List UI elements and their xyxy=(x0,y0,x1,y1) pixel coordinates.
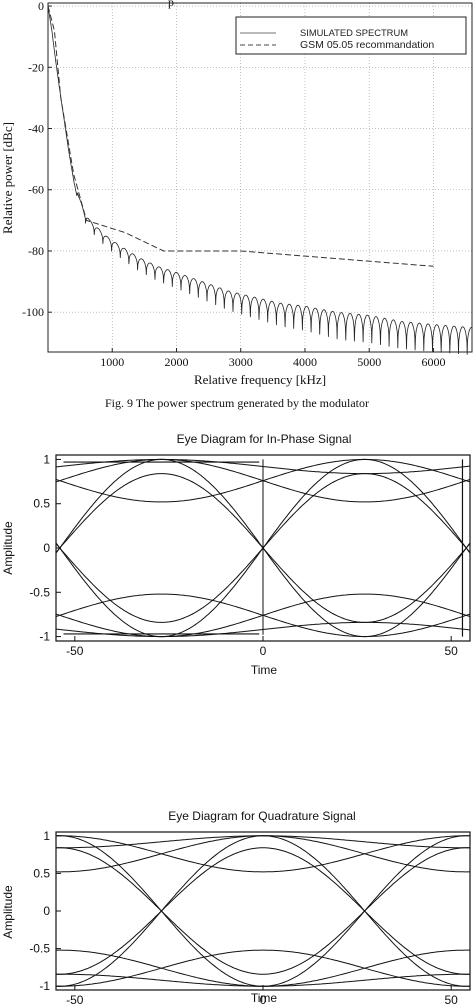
spectrum-x-tick-label: 2000 xyxy=(164,355,188,369)
spectrum-legend: SIMULATED SPECTRUM GSM 05.05 recommandat… xyxy=(235,16,467,55)
inphase-x-tick-label: 0 xyxy=(260,644,267,658)
spectrum-y-tick-label: -20 xyxy=(28,60,44,74)
spectrum-x-axis-label: Relative frequency [kHz] xyxy=(194,372,326,387)
quadrature-eye-trace xyxy=(56,835,470,873)
quadrature-y-tick-label: -0.5 xyxy=(29,942,50,956)
quadrature-x-tick-label: -50 xyxy=(66,993,84,1004)
spectrum-y-tick-label: -80 xyxy=(28,244,44,258)
inphase-y-axis-label: Amplitude xyxy=(1,521,15,575)
spectrum-y-tick-label: -60 xyxy=(28,183,44,197)
spectrum-plot-frame xyxy=(47,2,473,353)
inphase-y-tick-label: -0.5 xyxy=(29,585,50,599)
inphase-y-tick-label: 1 xyxy=(43,452,50,466)
quadrature-y-tick-label: 0.5 xyxy=(33,866,50,880)
spectrum-x-tick-label: 5000 xyxy=(357,355,381,369)
quadrature-y-tick-label: 1 xyxy=(43,829,50,843)
spectrum-x-tick-label: 3000 xyxy=(229,355,253,369)
spectrum-gsm-line xyxy=(47,5,434,267)
quadrature-eye-trace xyxy=(55,949,471,987)
spectrum-y-axis-label: Relative power [dBc] xyxy=(0,122,15,234)
inphase-x-tick-label: -50 xyxy=(66,644,84,658)
quadrature-y-axis-label: Amplitude xyxy=(1,885,15,939)
quadrature-y-tick-label: 0 xyxy=(43,904,50,918)
spectrum-simulated-line xyxy=(47,6,473,355)
quadrature-eye-trace xyxy=(55,835,471,987)
quadrature-eye-trace xyxy=(55,847,471,975)
quadrature-title: Eye Diagram for Quadrature Signal xyxy=(168,809,355,823)
spectrum-grid xyxy=(48,3,472,352)
quadrature-y-ticks: 1 0.5 0 -0.5 -1 xyxy=(29,829,61,993)
spectrum-x-tick-label: 1000 xyxy=(100,355,124,369)
quadrature-eye-trace xyxy=(56,973,470,987)
quadrature-x-ticks: -50 0 50 xyxy=(66,985,458,1004)
inphase-x-tick-label: 50 xyxy=(445,644,459,658)
quadrature-eye-trace xyxy=(55,835,471,873)
spectrum-x-tick-label: 6000 xyxy=(421,355,445,369)
quadrature-plot-frame xyxy=(55,831,471,991)
quadrature-eye-trace xyxy=(55,835,471,987)
quadrature-traces xyxy=(55,835,471,987)
inphase-y-tick-label: -1 xyxy=(39,630,50,644)
spectrum-y-tick-label: 0 xyxy=(38,0,44,13)
quadrature-x-tick-label: 50 xyxy=(445,993,459,1004)
figure-caption: Fig. 9 The power spectrum generated by t… xyxy=(105,396,369,410)
quadrature-x-tick-label: 0 xyxy=(260,993,267,1004)
spectrum-series xyxy=(47,5,473,355)
inphase-traces xyxy=(55,458,471,638)
inphase-x-ticks: -50 0 50 xyxy=(66,636,458,658)
inphase-y-ticks: 1 0.5 0 -0.5 -1 xyxy=(29,452,61,644)
spectrum-y-tick-label: -100 xyxy=(22,305,44,319)
spectrum-legend-box xyxy=(235,16,467,55)
inphase-y-tick-label: 0.5 xyxy=(33,497,50,511)
inphase-title: Eye Diagram for In-Phase Signal xyxy=(177,432,352,446)
top-fragment: p xyxy=(168,0,174,9)
inphase-y-tick-label: 0 xyxy=(43,541,50,555)
legend-simulated-label: SIMULATED SPECTRUM xyxy=(300,28,408,38)
legend-gsm-label: GSM 05.05 recommandation xyxy=(300,39,434,51)
spectrum-x-ticks: 1000 2000 3000 4000 5000 6000 xyxy=(100,348,445,369)
spectrum-chart: 0 -20 -40 -60 -80 -100 1000 2000 3000 4000 5000 60… xyxy=(0,0,473,387)
quadrature-y-tick-label: -1 xyxy=(39,979,50,993)
quadrature-eye-trace xyxy=(56,949,470,987)
eye-diagram-quadrature: Eye Diagram for Quadrature Signal 10.50-… xyxy=(1,809,471,1004)
inphase-x-axis-label: Time xyxy=(251,663,278,677)
eye-diagram-inphase: Eye Diagram for In-Phase Signal 1 0.5 0 -0.… xyxy=(1,432,471,677)
quadrature-x-axis-label: Time xyxy=(251,991,278,1004)
quadrature-eye-trace xyxy=(56,835,470,849)
quadrature-eye-trace xyxy=(55,847,471,975)
spectrum-x-tick-label: 4000 xyxy=(293,355,317,369)
spectrum-y-ticks: 0 -20 -40 -60 -80 -100 xyxy=(22,0,52,319)
spectrum-y-tick-label: -40 xyxy=(28,122,44,136)
